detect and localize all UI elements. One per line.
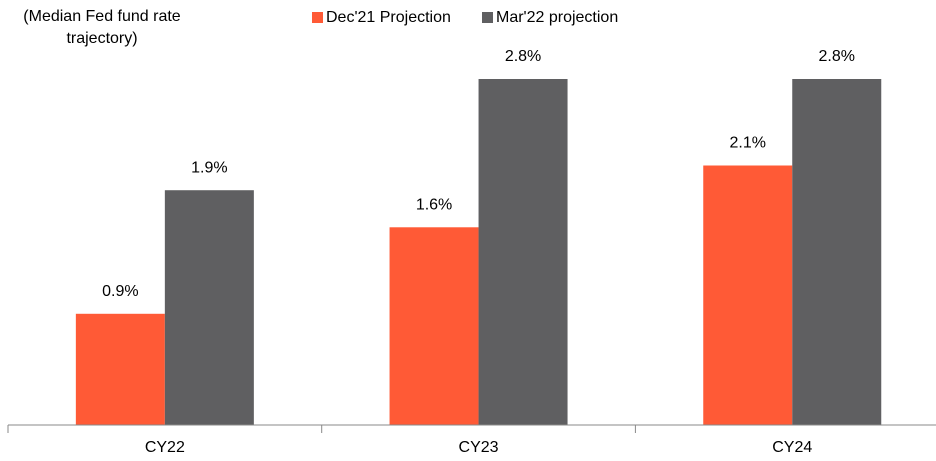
value-label: 0.9%	[102, 283, 138, 300]
x-tick-label: CY22	[145, 439, 185, 456]
value-label: 2.8%	[819, 48, 855, 65]
legend-label: Dec'21 Projection	[326, 9, 451, 26]
bar	[703, 165, 793, 425]
bar	[75, 313, 165, 425]
chart-title: (Median Fed fund rate trajectory)	[23, 8, 181, 47]
bar	[792, 79, 882, 425]
x-tick-label: CY24	[772, 439, 812, 456]
bar	[164, 190, 254, 425]
legend-label: Mar'22 projection	[496, 9, 618, 26]
value-label: 2.1%	[730, 135, 766, 152]
value-label: 2.8%	[505, 48, 541, 65]
legend-swatch	[312, 12, 323, 23]
bar	[389, 227, 479, 425]
x-tick-label: CY23	[459, 439, 499, 456]
value-label: 1.6%	[416, 197, 452, 214]
bar	[478, 79, 568, 425]
value-label: 1.9%	[191, 159, 227, 176]
legend-swatch	[482, 12, 493, 23]
